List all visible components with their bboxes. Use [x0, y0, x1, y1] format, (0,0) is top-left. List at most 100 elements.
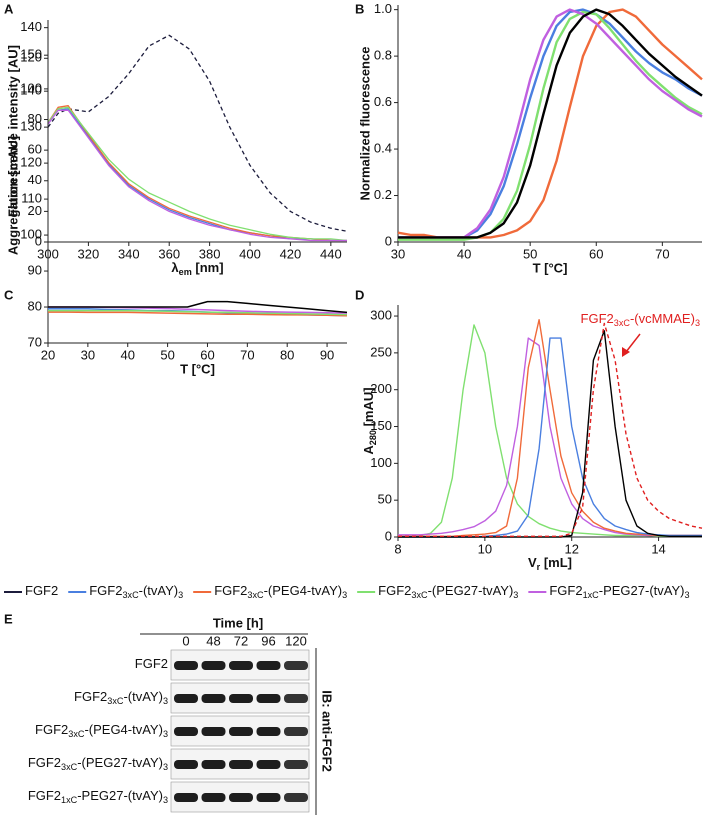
y-tick-label: 300	[370, 307, 392, 322]
x-tick-label: 90	[320, 347, 334, 362]
series-line	[398, 322, 703, 537]
y-tick-label: 110	[21, 191, 42, 206]
y-tick-label: 70	[28, 334, 42, 349]
series-line	[48, 300, 348, 314]
blot-band	[174, 661, 198, 670]
text-part: 3	[513, 590, 518, 600]
y-axis-label: A280 [mAU]	[361, 387, 378, 454]
series-line	[47, 108, 347, 242]
x-tick-label: 60	[589, 246, 603, 261]
text-part: 3xC	[61, 762, 78, 772]
annotation-arrow	[625, 333, 641, 353]
series-line	[398, 337, 702, 537]
text-part: λ	[171, 260, 179, 275]
x-tick-label: 400	[239, 246, 261, 261]
blot-column-label: 96	[261, 633, 275, 648]
blot-band	[229, 727, 253, 736]
y-axis-label: Fluorescence intensity [AU]	[5, 45, 20, 217]
text-part: FGF2	[581, 311, 614, 326]
text-part: -(tvAY)	[139, 583, 178, 598]
series-line	[398, 330, 702, 538]
text-part: FGF2	[74, 689, 107, 704]
text-part: 280	[368, 430, 378, 445]
x-tick-label: 10	[478, 541, 492, 556]
text-part: -(PEG4-tvAY)	[84, 722, 163, 737]
blot-row-label: FGF23xC-(PEG27-tvAY)3	[28, 755, 168, 772]
blot-row-label: FGF23xC-(PEG4-tvAY)3	[35, 722, 168, 739]
y-tick-label: 140	[20, 83, 42, 98]
y-tick-label: 100	[20, 80, 42, 95]
y-tick-label: 80	[28, 111, 42, 126]
y-tick-label: 150	[20, 47, 42, 62]
blot-band	[174, 760, 198, 769]
blot-column-label: 120	[285, 633, 307, 648]
text-part: 3	[342, 590, 347, 600]
series-line	[398, 337, 702, 538]
text-part: 3	[684, 590, 689, 600]
blot-band	[284, 793, 308, 802]
blot-row-label: FGF23xC-(tvAY)3	[74, 689, 168, 706]
x-tick-label: 380	[199, 246, 221, 261]
series-line	[398, 8, 703, 239]
blot-band	[284, 661, 308, 670]
legend-label: FGF23xC-(tvAY)3	[89, 583, 183, 600]
text-part: [mL]	[540, 555, 572, 570]
y-tick-label: 130	[20, 119, 42, 134]
panel-label: C	[4, 287, 14, 302]
blot-band	[284, 694, 308, 703]
text-part: em	[179, 267, 192, 277]
y-axis-label: Normalized fluorescence	[357, 47, 372, 201]
y-tick-label: 80	[28, 298, 42, 313]
text-part: 1xC	[61, 795, 78, 805]
y-tick-label: 90	[28, 262, 42, 277]
x-tick-label: 50	[523, 246, 537, 261]
text-part: -(PEG27-tvAY)	[77, 755, 163, 770]
text-part: FGF2	[25, 583, 58, 598]
text-part: 3	[163, 795, 168, 805]
blot-band	[229, 661, 253, 670]
legend-label: FGF21xC-PEG27-(tvAY)3	[549, 583, 689, 600]
x-tick-label: 40	[120, 347, 134, 362]
x-tick-label: 14	[651, 541, 665, 556]
blot-side-label: IB: anti-FGF2	[320, 690, 335, 772]
panel-label: D	[355, 287, 364, 302]
text-part: FGF2	[135, 656, 168, 671]
x-tick-label: 80	[280, 347, 294, 362]
blot-band	[284, 760, 308, 769]
text-part: FGF2	[28, 788, 61, 803]
x-axis-label: T [°C]	[180, 361, 215, 376]
x-tick-label: 12	[564, 541, 578, 556]
panel-label: B	[355, 1, 364, 16]
blot-band	[201, 760, 226, 769]
y-tick-label: 100	[370, 455, 392, 470]
text-part: A	[361, 445, 376, 455]
y-tick-label: 0.2	[374, 187, 392, 202]
text-part: 3xC	[122, 590, 139, 600]
y-tick-label: 0	[385, 233, 392, 248]
x-tick-label: 30	[81, 347, 95, 362]
blot-band	[229, 793, 253, 802]
y-tick-label: 0.8	[374, 48, 392, 63]
text-part: 3	[695, 318, 700, 328]
text-part: -(PEG4-tvAY)	[264, 583, 343, 598]
x-tick-label: 20	[41, 347, 55, 362]
text-part: -(tvAY)	[123, 689, 162, 704]
y-axis-label: Aggregation [mAU]	[5, 136, 20, 255]
x-tick-label: 60	[200, 347, 214, 362]
series-line	[398, 8, 703, 239]
y-tick-label: 150	[370, 418, 392, 433]
series-line	[398, 324, 702, 538]
y-tick-label: 120	[20, 155, 42, 170]
text-part: -(vcMMAE)	[630, 311, 695, 326]
text-part: 3xC	[247, 590, 264, 600]
series-line	[48, 309, 348, 316]
blot-row-label: FGF2	[135, 656, 168, 671]
text-part: -PEG27-(tvAY)	[77, 788, 163, 803]
text-part: [mAU]	[361, 387, 376, 430]
blot-band	[256, 694, 281, 703]
x-tick-label: 70	[240, 347, 254, 362]
y-tick-label: 0.6	[374, 94, 392, 109]
text-part: FGF2	[214, 583, 247, 598]
y-tick-label: 100	[20, 227, 42, 242]
